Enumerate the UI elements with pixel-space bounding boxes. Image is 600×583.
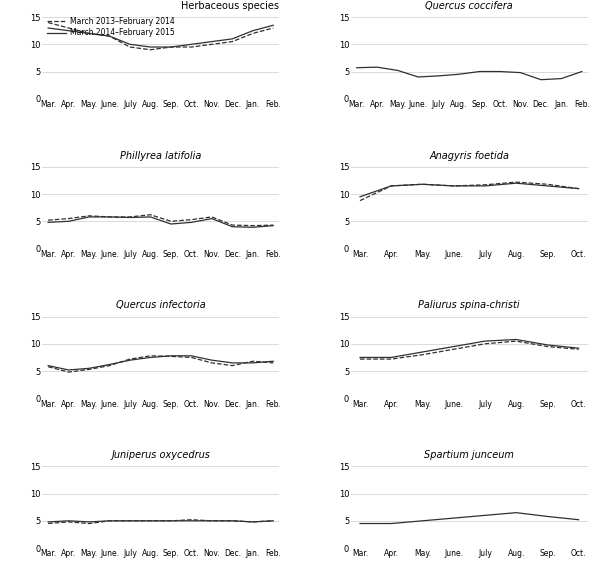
- Legend: March 2013–February 2014, March 2014–February 2015: March 2013–February 2014, March 2014–Feb…: [46, 16, 176, 39]
- Title: Phillyrea latifolia: Phillyrea latifolia: [120, 150, 202, 161]
- Title: Spartium junceum: Spartium junceum: [424, 450, 514, 460]
- Title: Juniperus oxycedrus: Juniperus oxycedrus: [111, 450, 210, 460]
- Title: Anagyris foetida: Anagyris foetida: [430, 150, 509, 161]
- Title: Paliurus spina-christi: Paliurus spina-christi: [418, 300, 520, 310]
- Title: Quercus coccifera: Quercus coccifera: [425, 1, 513, 11]
- Title: Quercus infectoria: Quercus infectoria: [116, 300, 206, 310]
- Text: Herbaceous species: Herbaceous species: [181, 1, 280, 11]
